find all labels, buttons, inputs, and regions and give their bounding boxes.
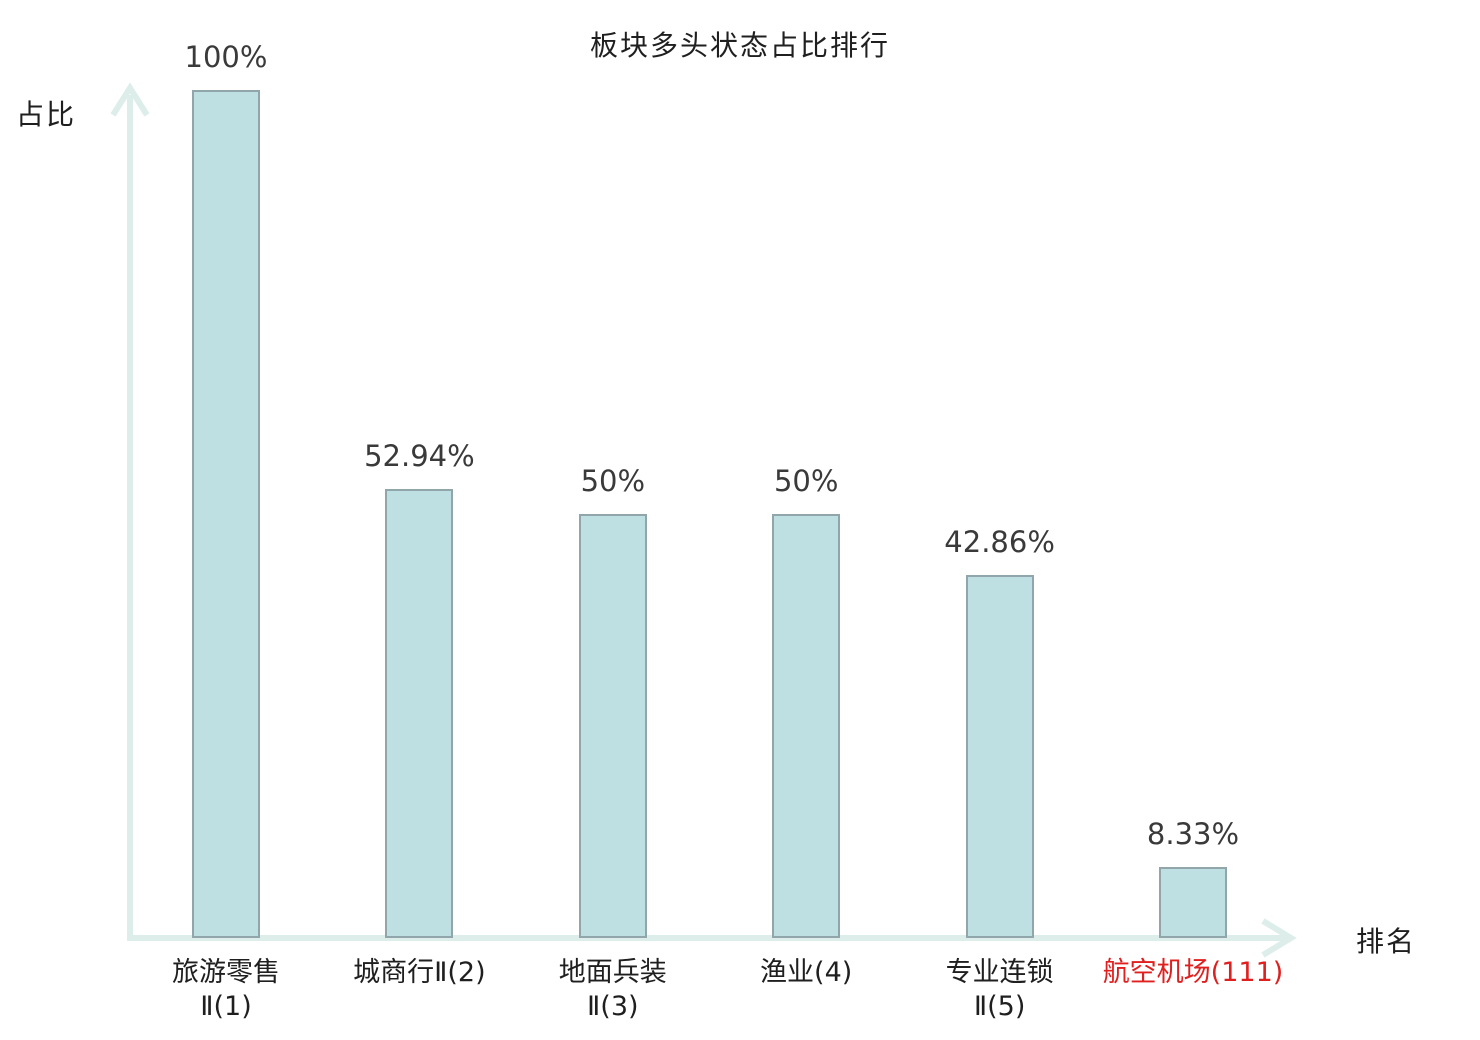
x-axis-arrow-icon: [1261, 918, 1297, 958]
y-axis-arrow-icon: [110, 82, 150, 117]
x-axis-category-label: 专业连锁 Ⅱ(5): [945, 957, 1054, 1022]
bar: [965, 575, 1034, 938]
x-axis-category-label: 航空机场(111): [1102, 957, 1284, 988]
chart-title: 板块多头状态占比排行: [589, 29, 890, 62]
bar-value-label: 50%: [773, 464, 839, 498]
bar: [578, 514, 647, 938]
bar-value-label: 42.86%: [944, 525, 1055, 559]
bar-value-label: 100%: [184, 40, 268, 74]
x-axis-category-label: 城商行Ⅱ(2): [353, 957, 486, 988]
y-axis-label: 占比: [16, 98, 77, 131]
x-axis-category-label: 旅游零售 Ⅱ(1): [172, 957, 280, 1022]
x-axis-category-label: 地面兵装 Ⅱ(3): [558, 957, 667, 1022]
bar: [192, 90, 260, 938]
bar: [385, 489, 454, 938]
bar: [1159, 867, 1227, 938]
bar-value-label: 52.94%: [364, 439, 475, 473]
bar: [772, 514, 841, 938]
x-axis-label: 排名: [1356, 925, 1417, 958]
x-axis-category-label: 渔业(4): [760, 957, 853, 988]
bar-value-label: 8.33%: [1146, 817, 1240, 851]
bar-value-label: 50%: [580, 464, 646, 498]
